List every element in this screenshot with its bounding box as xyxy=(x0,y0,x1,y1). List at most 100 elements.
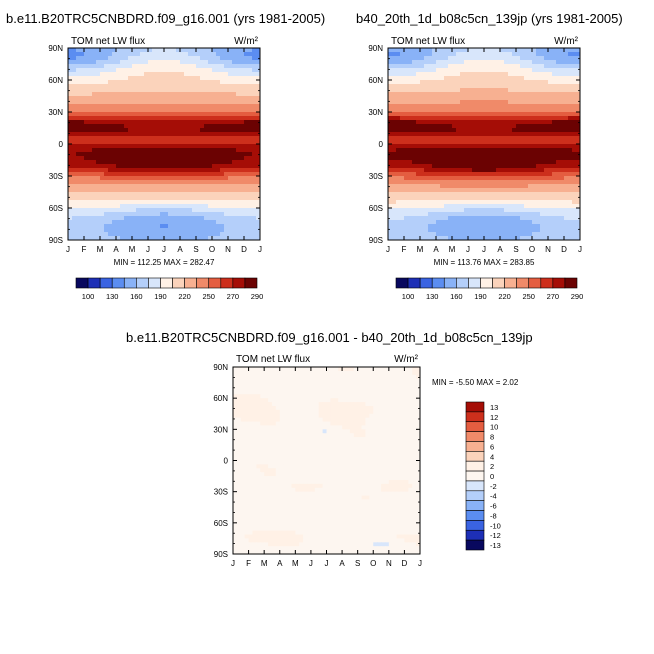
panel-2-grid-cell xyxy=(480,64,485,69)
panel-1-grid-cell xyxy=(216,120,221,125)
panel-1-grid-cell xyxy=(244,176,249,181)
panel-2-grid-cell xyxy=(536,72,541,77)
colorbar-label: 130 xyxy=(106,292,119,301)
panel-1-grid-cell xyxy=(136,116,141,121)
panel-1-grid-cell xyxy=(252,80,257,85)
panel-2-grid-cell xyxy=(476,156,481,161)
y-tick-label: 30N xyxy=(368,108,383,117)
panel-1-grid-cell xyxy=(148,116,153,121)
panel-1-grid-cell xyxy=(224,80,229,85)
panel-2-grid-cell xyxy=(476,188,481,193)
panel-1-grid-cell xyxy=(212,108,217,113)
panel-1-grid-cell xyxy=(72,120,77,125)
panel-2-grid-cell xyxy=(528,84,533,89)
panel-1-grid-cell xyxy=(76,208,81,213)
panel-2-grid-cell xyxy=(412,220,417,225)
panel-2-grid-cell xyxy=(572,148,577,153)
panel-1-grid-cell xyxy=(220,112,225,117)
panel-1-grid-cell xyxy=(188,68,193,73)
panel-2-grid-cell xyxy=(472,60,477,65)
panel-2-grid-cell xyxy=(452,164,457,169)
panel-1-grid-cell xyxy=(164,160,169,165)
panel-2-grid-cell xyxy=(536,60,541,65)
panel-2-grid-cell xyxy=(528,92,533,97)
panel-2-grid-cell xyxy=(520,144,525,149)
panel-2-grid-cell xyxy=(532,192,537,197)
panel-2-grid-cell xyxy=(516,120,521,125)
panel-2-grid-cell xyxy=(560,92,565,97)
panel-2-grid-cell xyxy=(448,124,453,129)
panel-1-grid-cell xyxy=(200,92,205,97)
panel-1-grid-cell xyxy=(92,208,97,213)
panel-2-grid-cell xyxy=(400,204,405,209)
panel-1-grid-cell xyxy=(176,116,181,121)
panel-2-grid-cell xyxy=(556,164,561,169)
panel-2-grid-cell xyxy=(456,232,461,237)
panel-2-grid-cell xyxy=(480,224,485,229)
panel-1-grid-cell xyxy=(160,72,165,77)
panel-2-grid-cell xyxy=(496,64,501,69)
panel-2-grid-cell xyxy=(440,148,445,153)
panel-2-grid-cell xyxy=(412,76,417,81)
panel-1-grid-cell xyxy=(116,196,121,201)
panel-1-grid-cell xyxy=(240,116,245,121)
panel-2-grid-cell xyxy=(440,80,445,85)
panel-1-contour-field xyxy=(68,48,260,240)
panel-2-grid-cell xyxy=(412,100,417,105)
y-tick-label: 30N xyxy=(48,108,63,117)
panel-2-grid-cell xyxy=(408,60,413,65)
panel-2-grid-cell xyxy=(412,92,417,97)
panel-2-grid-cell xyxy=(528,104,533,109)
panel-2-grid-cell xyxy=(516,60,521,65)
panel-1-grid-cell xyxy=(196,60,201,65)
panel-1-grid-cell xyxy=(116,216,121,221)
panel-2-grid-cell xyxy=(432,80,437,85)
panel-1-grid-cell xyxy=(220,192,225,197)
panel-1-grid-cell xyxy=(88,168,93,173)
panel-1-grid-cell xyxy=(168,124,173,129)
panel-1-grid-cell xyxy=(216,128,221,133)
panel-2-grid-cell xyxy=(464,76,469,81)
panel-2-grid-cell xyxy=(548,92,553,97)
panel-1-grid-cell xyxy=(168,84,173,89)
panel-3-contour-field xyxy=(233,367,420,554)
panel-2-grid-cell xyxy=(436,104,441,109)
panel-2-grid-cell xyxy=(468,224,473,229)
panel-1-grid-cell xyxy=(68,176,73,181)
panel-2-grid-cell xyxy=(508,96,513,101)
panel-2-grid-cell xyxy=(572,76,577,81)
panel-1-grid-cell xyxy=(128,208,133,213)
panel-1-grid-cell xyxy=(68,184,73,189)
panel-1-grid-cell xyxy=(236,104,241,109)
panel-1-grid-cell xyxy=(88,116,93,121)
panel-2-grid-cell xyxy=(564,76,569,81)
panel-2-grid-cell xyxy=(448,52,453,57)
panel-2-grid-cell xyxy=(472,228,477,233)
panel-1-grid-cell xyxy=(220,48,225,53)
panel-1-grid-cell xyxy=(216,116,221,121)
panel-1-grid-cell xyxy=(220,164,225,169)
panel-1-grid-cell xyxy=(156,176,161,181)
panel-1-grid-cell xyxy=(140,224,145,229)
panel-2-grid-cell xyxy=(432,236,437,240)
panel-2-grid-cell xyxy=(536,96,541,101)
panel-2-grid-cell xyxy=(544,192,549,197)
panel-1-grid-cell xyxy=(192,216,197,221)
panel-2-grid-cell xyxy=(500,156,505,161)
panel-1-grid-cell xyxy=(168,108,173,113)
panel-2-grid-cell xyxy=(464,220,469,225)
panel-2-grid-cell xyxy=(488,208,493,213)
colorbar-swatch xyxy=(220,277,234,289)
panel-1-grid-cell xyxy=(68,92,73,97)
panel-2-grid-cell xyxy=(484,212,489,217)
panel-1-grid-cell xyxy=(88,132,93,137)
panel-2-grid-cell xyxy=(412,212,417,217)
panel-2-grid-cell xyxy=(564,96,569,101)
panel-3-grid-cell xyxy=(260,367,265,372)
panel-1-grid-cell xyxy=(256,80,260,85)
panel-1-grid-cell xyxy=(188,148,193,153)
panel-2-grid-cell xyxy=(540,192,545,197)
panel-2-grid-cell xyxy=(436,152,441,157)
panel-2-grid-cell xyxy=(396,88,401,93)
panel-2-grid-cell xyxy=(396,164,401,169)
